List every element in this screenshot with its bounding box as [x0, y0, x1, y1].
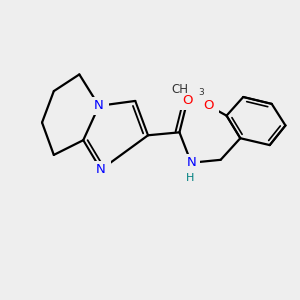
Text: 3: 3 [198, 88, 204, 97]
Text: O: O [204, 99, 214, 112]
Bar [91, 161, 111, 178]
Bar [178, 92, 197, 110]
Bar [182, 154, 200, 172]
Text: N: N [96, 163, 106, 176]
Text: O: O [182, 94, 193, 107]
Bar [165, 77, 220, 101]
Text: N: N [94, 99, 104, 112]
Bar [199, 97, 219, 115]
Text: N: N [186, 156, 196, 169]
Text: CH: CH [171, 82, 188, 96]
Bar [89, 97, 109, 115]
Text: H: H [186, 173, 194, 184]
